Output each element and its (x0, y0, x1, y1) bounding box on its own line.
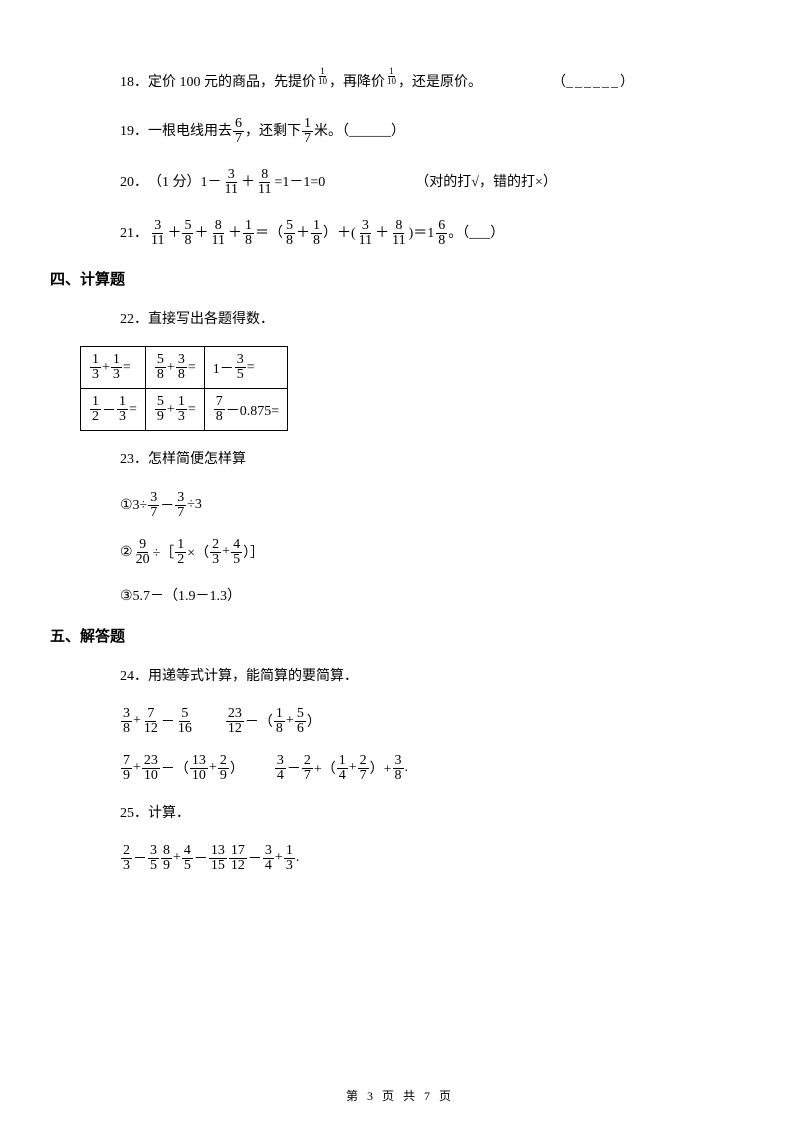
q18-paren-l: （ (552, 70, 566, 95)
q23-s1: ①3÷37－37÷3 (50, 491, 750, 520)
q23-text: 怎样简便怎样算 (148, 447, 246, 472)
q25: 25． 计算． (50, 801, 750, 826)
q25-text: 计算． (148, 801, 190, 826)
q22: 22． 直接写出各题得数． (50, 307, 750, 332)
q18-t2: ，再降价 (329, 70, 385, 95)
q23-num: 23． (120, 447, 148, 472)
q19-num: 19． (120, 119, 148, 144)
q20-note: （对的打√，错的打×） (415, 170, 557, 195)
q24-r2: 79+2310－（1310+29） 34－27+（14+27）+38. (50, 754, 750, 783)
calc-table: 13+13= 58+38= 1－35= 12－13= 59+13= 78－0.8… (80, 346, 288, 431)
q25-r: 23－35 89+45－1315 1712－34+13. (50, 844, 750, 873)
q19-frac1: 67 (233, 117, 244, 146)
section-5-title: 五、解答题 (50, 625, 750, 646)
q20-num: 20． (120, 170, 148, 195)
section-4-title: 四、计算题 (50, 268, 750, 289)
q18-num: 18． (120, 70, 148, 95)
q19: 19． 一根电线用去 67 ，还剩下 17 米。（______） (50, 117, 750, 146)
q20-f1: 311 (223, 168, 240, 197)
q22-num: 22． (120, 307, 148, 332)
q24-text: 用递等式计算，能简算的要简算． (148, 664, 358, 689)
page-footer: 第 3 页 共 7 页 (0, 1087, 800, 1104)
q18-frac1: 110 (317, 67, 328, 86)
q18-blank[interactable]: ______ (566, 70, 620, 95)
q25-num: 25． (120, 801, 148, 826)
q19-frac2: 17 (302, 117, 313, 146)
q18-t3: ，还是原价。 (398, 70, 482, 95)
q20: 20． （1 分）1－ 311 ＋ 811 =1－1=0 （对的打√，错的打×） (50, 168, 750, 197)
q19-t1: 一根电线用去 (148, 119, 232, 144)
q18-paren-r: ） (620, 70, 634, 95)
q24-r1: 38+712－516 2312－（18+56） (50, 707, 750, 736)
q20-f2: 811 (256, 168, 273, 197)
q23: 23． 怎样简便怎样算 (50, 447, 750, 472)
q18-frac2: 110 (386, 67, 397, 86)
q19-t3: 米。（______） (314, 119, 405, 144)
q23-s2: ②920÷［12×（23+45）］ (50, 538, 750, 567)
q22-text: 直接写出各题得数． (148, 307, 274, 332)
q21-num: 21． (120, 221, 148, 246)
q18-t1: 定价 100 元的商品，先提价 (148, 70, 316, 95)
q21-end: 。（___） (448, 221, 504, 246)
q21-mixed: 168 (427, 219, 448, 248)
q24: 24． 用递等式计算，能简算的要简算． (50, 664, 750, 689)
q18: 18． 定价 100 元的商品，先提价 110 ，再降价 110 ，还是原价。 … (50, 70, 750, 95)
q23-s3: ③5.7－（1.9－1.3） (50, 585, 750, 605)
q24-num: 24． (120, 664, 148, 689)
q20-t1: （1 分）1－ (148, 170, 222, 195)
q21: 21． 311 ＋ 58 ＋ 811 ＋ 18 ＝ （ 58 ＋ 18 ） ＋(… (50, 219, 750, 248)
q20-t2: =1－1=0 (274, 170, 325, 195)
q19-t2: ，还剩下 (245, 119, 301, 144)
